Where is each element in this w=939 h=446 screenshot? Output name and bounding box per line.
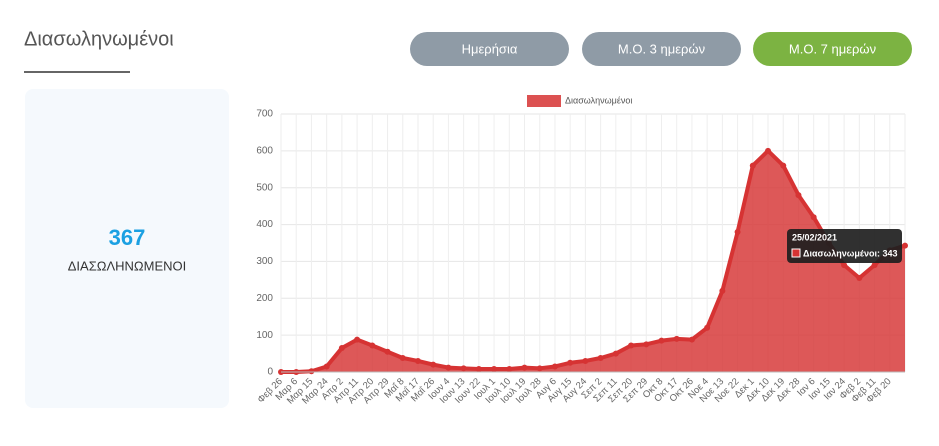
data-point — [445, 364, 452, 371]
data-point — [475, 366, 482, 373]
y-tick-label: 500 — [256, 182, 273, 193]
button-bg — [753, 32, 912, 66]
data-point — [765, 147, 772, 154]
tooltip-title: 25/02/2021 — [792, 232, 837, 242]
data-point — [871, 262, 878, 269]
data-point — [795, 192, 802, 199]
data-point — [460, 365, 467, 372]
data-point — [567, 359, 574, 366]
data-point — [780, 162, 787, 169]
button-bg — [582, 32, 741, 66]
legend-label: Διασωληνωμένοι — [565, 95, 632, 105]
data-point — [582, 357, 589, 364]
data-point — [658, 337, 665, 344]
tooltip-swatch — [791, 248, 801, 258]
data-point — [551, 363, 558, 370]
data-point — [810, 214, 817, 221]
data-point — [430, 361, 437, 368]
y-tick-label: 300 — [256, 256, 273, 267]
tooltip: 25/02/2021 Διασωληνωμένοι: 343 — [787, 229, 902, 263]
data-point — [719, 287, 726, 294]
data-point — [704, 324, 711, 331]
y-tick-label: 0 — [267, 367, 273, 378]
toggle-button[interactable]: Μ.Ο. 3 ημερών — [582, 32, 741, 66]
toggle-button[interactable]: Ημερήσια — [410, 32, 569, 66]
data-point — [612, 350, 619, 357]
data-point — [841, 262, 848, 269]
button-bg — [410, 32, 569, 66]
data-point — [369, 342, 376, 349]
area-fill — [281, 150, 905, 372]
button-label: Μ.Ο. 7 ημερών — [789, 41, 876, 56]
y-tick-label: 700 — [256, 109, 273, 120]
data-point — [491, 366, 498, 373]
toggle-button[interactable]: Μ.Ο. 7 ημερών — [753, 32, 912, 66]
data-point — [414, 357, 421, 364]
button-label: Μ.Ο. 3 ημερών — [618, 41, 705, 56]
data-point — [399, 354, 406, 361]
y-tick-label: 400 — [256, 219, 273, 230]
data-point — [384, 348, 391, 355]
page-title: Διασωληνωμένοι — [24, 28, 174, 50]
tooltip-bg — [787, 229, 902, 263]
data-point — [856, 275, 863, 282]
data-point — [597, 354, 604, 361]
data-point — [536, 365, 543, 372]
data-point — [688, 336, 695, 343]
data-point — [354, 336, 361, 343]
data-point — [323, 363, 330, 370]
data-point — [902, 242, 908, 249]
data-point — [308, 368, 315, 375]
y-tick-label: 100 — [256, 330, 273, 341]
y-tick-label: 600 — [256, 145, 273, 156]
data-point — [734, 228, 741, 235]
data-point — [338, 345, 345, 352]
data-point — [521, 364, 528, 371]
tooltip-text: Διασωληνωμένοι: 343 — [803, 248, 897, 258]
data-point — [628, 342, 635, 349]
data-point — [749, 162, 756, 169]
data-point — [506, 366, 513, 373]
summary-label: ΔΙΑΣΩΛΗΝΩΜΕΝΟΙ — [68, 258, 187, 273]
data-point — [643, 341, 650, 348]
data-point — [673, 335, 680, 342]
legend-swatch — [527, 95, 561, 107]
summary-card — [25, 89, 229, 408]
summary-value: 367 — [109, 225, 146, 250]
y-tick-label: 200 — [256, 293, 273, 304]
button-label: Ημερήσια — [462, 41, 518, 56]
